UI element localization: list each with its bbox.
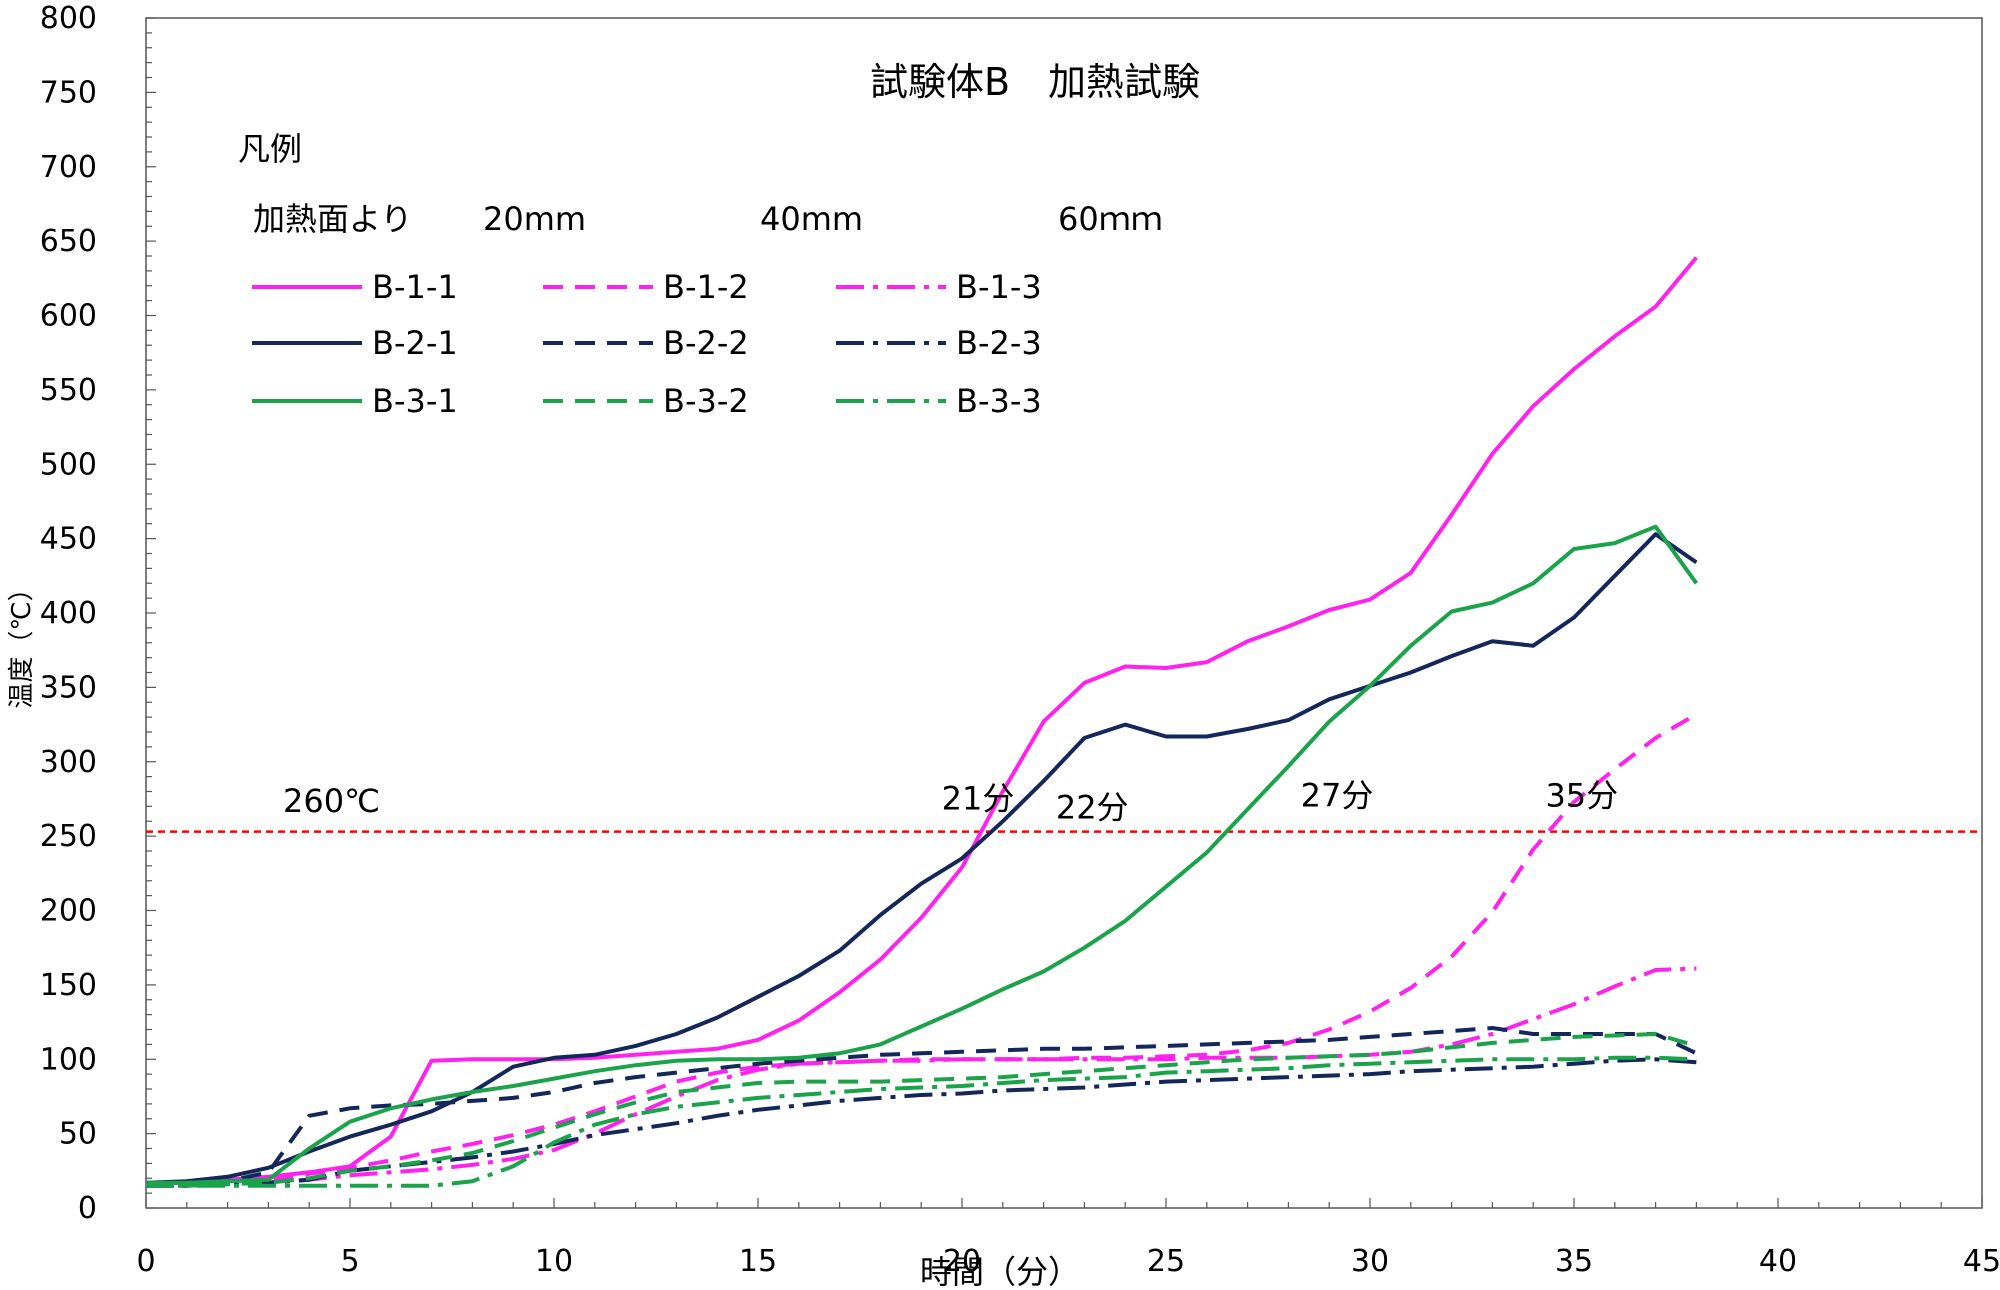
legend-label: B-1-1: [372, 268, 458, 306]
x-tick-label: 45: [1963, 1244, 2000, 1279]
y-tick-label: 300: [40, 745, 97, 780]
legend-title: 凡例: [238, 130, 302, 168]
legend-label: B-3-1: [372, 382, 458, 420]
x-tick-label: 5: [340, 1244, 359, 1279]
y-tick-label: 200: [40, 894, 97, 929]
y-tick-label: 100: [40, 1042, 97, 1077]
x-tick-label: 40: [1759, 1244, 1797, 1279]
series-line-b-2-1: [145, 532, 1698, 1185]
y-tick-label: 150: [40, 968, 97, 1003]
x-tick-label: 30: [1351, 1244, 1389, 1279]
annotation-label: 27分: [1301, 776, 1374, 814]
series-layer: [145, 256, 1699, 1188]
series-line-b-3-2: [146, 1032, 1697, 1188]
legend-col-header-1: 20mm: [483, 200, 586, 238]
y-tick-label: 700: [40, 150, 97, 185]
x-tick-label: 35: [1555, 1244, 1593, 1279]
y-tick-label: 50: [59, 1117, 97, 1152]
series-line-b-3-1: [146, 524, 1699, 1185]
legend-label: B-3-2: [663, 382, 749, 420]
series-line-b-1-2: [146, 712, 1698, 1188]
y-tick-label: 600: [40, 299, 97, 334]
y-tick-label: 800: [40, 1, 97, 36]
legend-row-label: 加熱面より: [253, 200, 412, 238]
y-axis-label: 温度（℃）: [7, 575, 37, 708]
legend-label: B-1-3: [956, 268, 1042, 306]
y-tick-label: 500: [40, 447, 97, 482]
y-tick-label: 550: [40, 373, 97, 408]
series-line-b-1-3: [146, 966, 1697, 1188]
legend-label: B-3-3: [956, 382, 1042, 420]
legend-entries: B-1-1 B-1-2 B-1-3 B-2-1 B-2-2 B-2-3 B-3-1 B-3-2…: [252, 268, 1042, 420]
legend-label: B-2-2: [663, 324, 749, 362]
tick-labels: 0501001502002503003504004505005506006507…: [40, 1, 2000, 1279]
y-tick-label: 450: [40, 522, 97, 557]
y-tick-label: 650: [40, 224, 97, 259]
legend: 凡例 加熱面より 20mm 40mm 60ｍｍ B-1-1 B-1-2 B-1-3B…: [238, 130, 1163, 420]
legend-label: B-2-1: [372, 324, 458, 362]
x-tick-label: 0: [136, 1244, 155, 1279]
chart-title: 試験体B 加熱試験: [870, 60, 1200, 104]
x-tick-label: 15: [739, 1244, 777, 1279]
series-line-b-1-1: [145, 256, 1698, 1187]
legend-col-header-2: 40mm: [760, 200, 863, 238]
series-line-b-3-3: [146, 1055, 1697, 1188]
y-tick-label: 400: [40, 596, 97, 631]
y-tick-label: 350: [40, 670, 97, 705]
y-tick-label: 750: [40, 75, 97, 110]
x-tick-label: 10: [535, 1244, 573, 1279]
x-tick-label: 25: [1147, 1244, 1185, 1279]
y-tick-label: 250: [40, 819, 97, 854]
legend-label: B-2-3: [956, 324, 1042, 362]
y-tick-label: 0: [78, 1191, 97, 1226]
axes: [145, 17, 1983, 1209]
legend-col-header-3: 60ｍｍ: [1058, 200, 1163, 238]
x-tick-label: 20: [943, 1244, 981, 1279]
x-axis-label: 時間（分）: [920, 1253, 1080, 1290]
annotation-label: 22分: [1056, 788, 1129, 826]
annotation-label: 21分: [942, 779, 1015, 817]
annotation-layer: 21分 22分 27分 35分: [942, 776, 1619, 826]
annotation-label: 35分: [1545, 776, 1618, 814]
legend-label: B-1-2: [663, 268, 749, 306]
threshold-label: 260℃: [283, 782, 380, 820]
